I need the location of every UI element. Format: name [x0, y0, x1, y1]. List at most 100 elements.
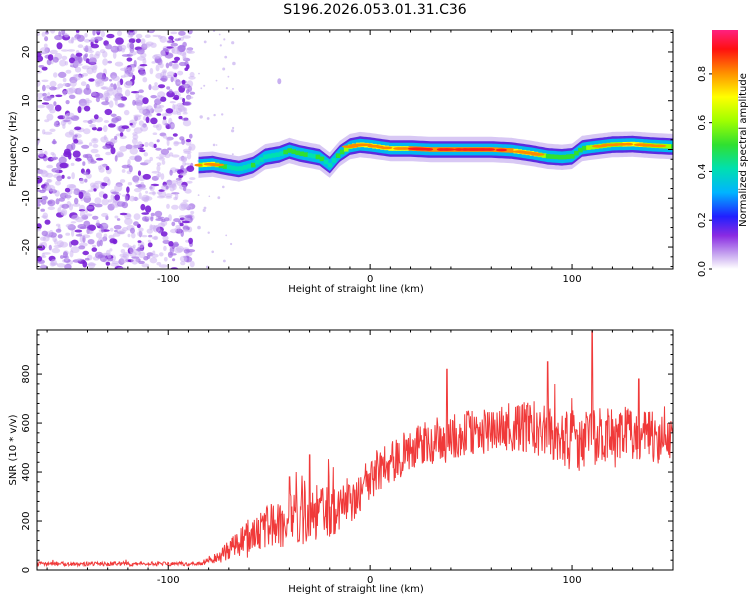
noise-blob: [140, 203, 146, 211]
noise-speck: [222, 185, 225, 189]
noise-blob: [182, 161, 187, 167]
colorbar-tick-label: 0.8: [697, 66, 708, 82]
noise-blob: [153, 235, 159, 241]
noise-blob: [105, 261, 111, 266]
chart-title: S196.2026.053.01.31.C36: [283, 2, 467, 18]
noise-blob: [151, 61, 156, 64]
noise-blob: [58, 197, 65, 202]
ridge-segment: [582, 145, 587, 151]
noise-blob: [74, 66, 82, 73]
noise-blob: [84, 178, 88, 183]
noise-blob: [91, 247, 98, 252]
snr-xlabel: Height of straight line (km): [288, 584, 424, 595]
noise-blob: [139, 149, 146, 153]
noise-blob: [114, 155, 118, 162]
noise-blob: [49, 49, 58, 55]
noise-blob: [41, 79, 49, 83]
noise-blob: [67, 49, 76, 52]
ridge-segment: [570, 154, 575, 159]
noise-blob: [77, 106, 82, 114]
noise-blob: [112, 51, 117, 59]
noise-speck: [197, 194, 200, 197]
noise-blob: [92, 183, 100, 190]
noise-blob: [108, 234, 115, 240]
noise-blob: [108, 100, 114, 108]
noise-blob: [139, 70, 147, 76]
noise-blob: [149, 156, 153, 162]
noise-blob: [137, 65, 145, 71]
noise-blob: [121, 125, 129, 129]
noise-blob: [71, 229, 75, 237]
noise-blob: [46, 164, 54, 169]
noise-blob: [105, 151, 112, 156]
noise-speck: [197, 225, 201, 230]
noise-blob: [47, 206, 55, 211]
noise-blob: [133, 188, 142, 193]
ridge-segment: [323, 159, 329, 165]
noise-blob: [112, 75, 120, 82]
noise-blob: [83, 105, 91, 112]
noise-blob: [42, 187, 47, 192]
noise-blob: [160, 231, 168, 237]
noise-blob: [127, 233, 131, 238]
noise-blob: [135, 92, 140, 100]
noise-blob: [181, 83, 191, 89]
noise-blob: [140, 38, 146, 45]
y-tick-label: 400: [21, 462, 32, 481]
colorbar: 0.0 0.2 0.4 0.6 0.8 Normalized spectral ampl…: [697, 30, 749, 277]
noise-blob: [184, 214, 193, 218]
noise-blob: [126, 186, 130, 193]
ridge-core: [483, 148, 496, 151]
ridge-segment: [226, 165, 232, 170]
noise-blob: [57, 234, 63, 239]
noise-blob: [142, 43, 151, 48]
noise-blob: [87, 189, 94, 193]
ridge-segment: [295, 150, 300, 156]
noise-blob: [133, 213, 141, 221]
y-tick-label: -20: [21, 239, 32, 255]
noise-blob: [148, 84, 152, 91]
noise-blob: [188, 237, 194, 245]
noise-blob: [68, 94, 76, 100]
noise-blob: [82, 45, 92, 52]
noise-blob: [89, 124, 97, 128]
noise-blob: [94, 36, 103, 42]
noise-blob: [42, 92, 47, 97]
noise-blob: [110, 194, 115, 201]
noise-blob: [53, 101, 57, 106]
noise-blob: [168, 89, 173, 94]
ridge-segment: [331, 158, 337, 163]
noise-blob: [135, 33, 143, 39]
noise-blob: [77, 44, 84, 49]
noise-blob: [136, 103, 143, 111]
noise-blob: [71, 172, 75, 180]
ridge-segment: [671, 144, 673, 149]
noise-blob: [96, 240, 101, 247]
noise-blob: [37, 104, 46, 109]
noise-blob: [163, 48, 167, 51]
noise-blob: [189, 71, 195, 78]
noise-blob: [101, 212, 109, 218]
noise-blob: [148, 191, 157, 195]
noise-blob: [102, 58, 108, 66]
noise-blob: [155, 147, 162, 151]
noise-blob: [65, 223, 75, 228]
ridge-segment: [291, 149, 296, 154]
noise-blob: [121, 164, 130, 169]
noise-blob: [74, 229, 83, 233]
noise-blob: [165, 108, 174, 114]
noise-blob: [82, 261, 88, 268]
ridge-segment: [283, 149, 288, 155]
noise-blob: [88, 57, 97, 65]
noise-blob: [179, 97, 184, 100]
noise-blob: [176, 245, 184, 253]
noise-blob: [54, 34, 63, 41]
noise-blob: [123, 109, 130, 116]
noise-blob: [50, 262, 59, 266]
noise-blob: [132, 74, 136, 81]
noise-blob: [37, 203, 41, 207]
noise-speck: [215, 79, 218, 82]
noise-blob: [107, 178, 111, 186]
noise-blob: [48, 244, 52, 251]
noise-blob: [166, 203, 170, 209]
